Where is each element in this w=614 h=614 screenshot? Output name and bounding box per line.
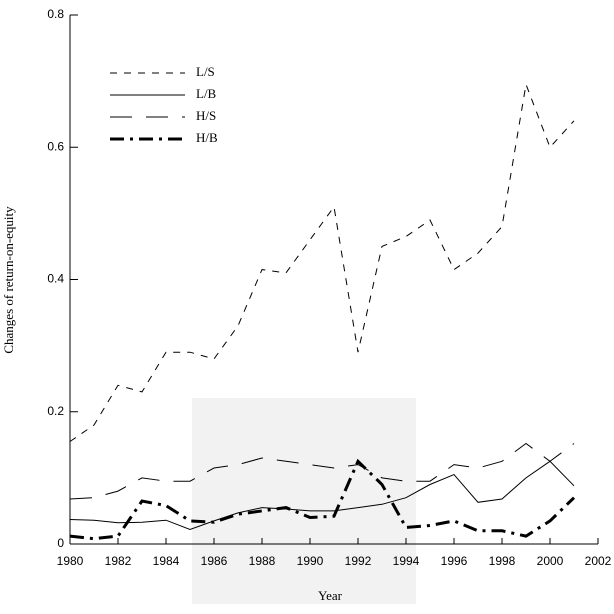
series-line [69,460,575,531]
y-tick-label: 0.8 [47,7,64,21]
x-tick-label: 1990 [297,554,324,568]
x-tick-label: 1992 [345,554,372,568]
x-tick-label: 1982 [105,554,132,568]
x-tick-label: 2000 [537,554,564,568]
x-tick-label: 2002 [585,554,612,568]
x-tick-label: 1996 [441,554,468,568]
x-tick-label: 1980 [57,554,84,568]
legend-label: H/B [196,130,218,145]
x-tick-label: 1984 [153,554,180,568]
y-tick-label: 0.6 [47,139,64,153]
x-tick-label: 1994 [393,554,420,568]
y-tick-label: 0.2 [47,404,64,418]
legend-label: H/S [196,108,216,123]
x-axis-title: Year [318,588,343,603]
series-line [69,442,575,500]
watermark [192,398,416,604]
y-tick-label: 0 [57,536,64,550]
x-tick-label: 1998 [489,554,516,568]
x-tick-label: 1988 [249,554,276,568]
legend-label: L/B [196,86,217,101]
y-axis-title: Changes of return-on-equity [1,206,16,354]
x-tick-label: 1986 [201,554,228,568]
series-line [69,82,575,442]
legend-label: L/S [196,64,215,79]
y-tick-label: 0.4 [47,272,64,286]
